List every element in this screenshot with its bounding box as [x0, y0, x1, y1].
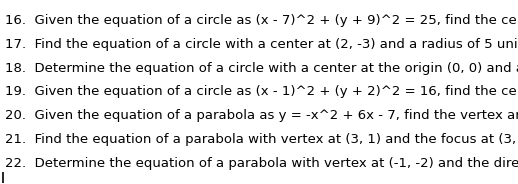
Text: 20.  Given the equation of a parabola as y = -x^2 + 6x - 7, find the vertex and : 20. Given the equation of a parabola as … — [5, 109, 518, 122]
Text: 18.  Determine the equation of a circle with a center at the origin (0, 0) and a: 18. Determine the equation of a circle w… — [5, 62, 518, 75]
Text: 16.  Given the equation of a circle as (x - 7)^2 + (y + 9)^2 = 25, find the cent: 16. Given the equation of a circle as (x… — [5, 14, 518, 27]
Text: 22.  Determine the equation of a parabola with vertex at (-1, -2) and the direct: 22. Determine the equation of a parabola… — [5, 157, 518, 170]
Text: 17.  Find the equation of a circle with a center at (2, -3) and a radius of 5 un: 17. Find the equation of a circle with a… — [5, 38, 518, 51]
Text: 19.  Given the equation of a circle as (x - 1)^2 + (y + 2)^2 = 16, find the cent: 19. Given the equation of a circle as (x… — [5, 86, 518, 98]
Text: 21.  Find the equation of a parabola with vertex at (3, 1) and the focus at (3, : 21. Find the equation of a parabola with… — [5, 133, 518, 146]
